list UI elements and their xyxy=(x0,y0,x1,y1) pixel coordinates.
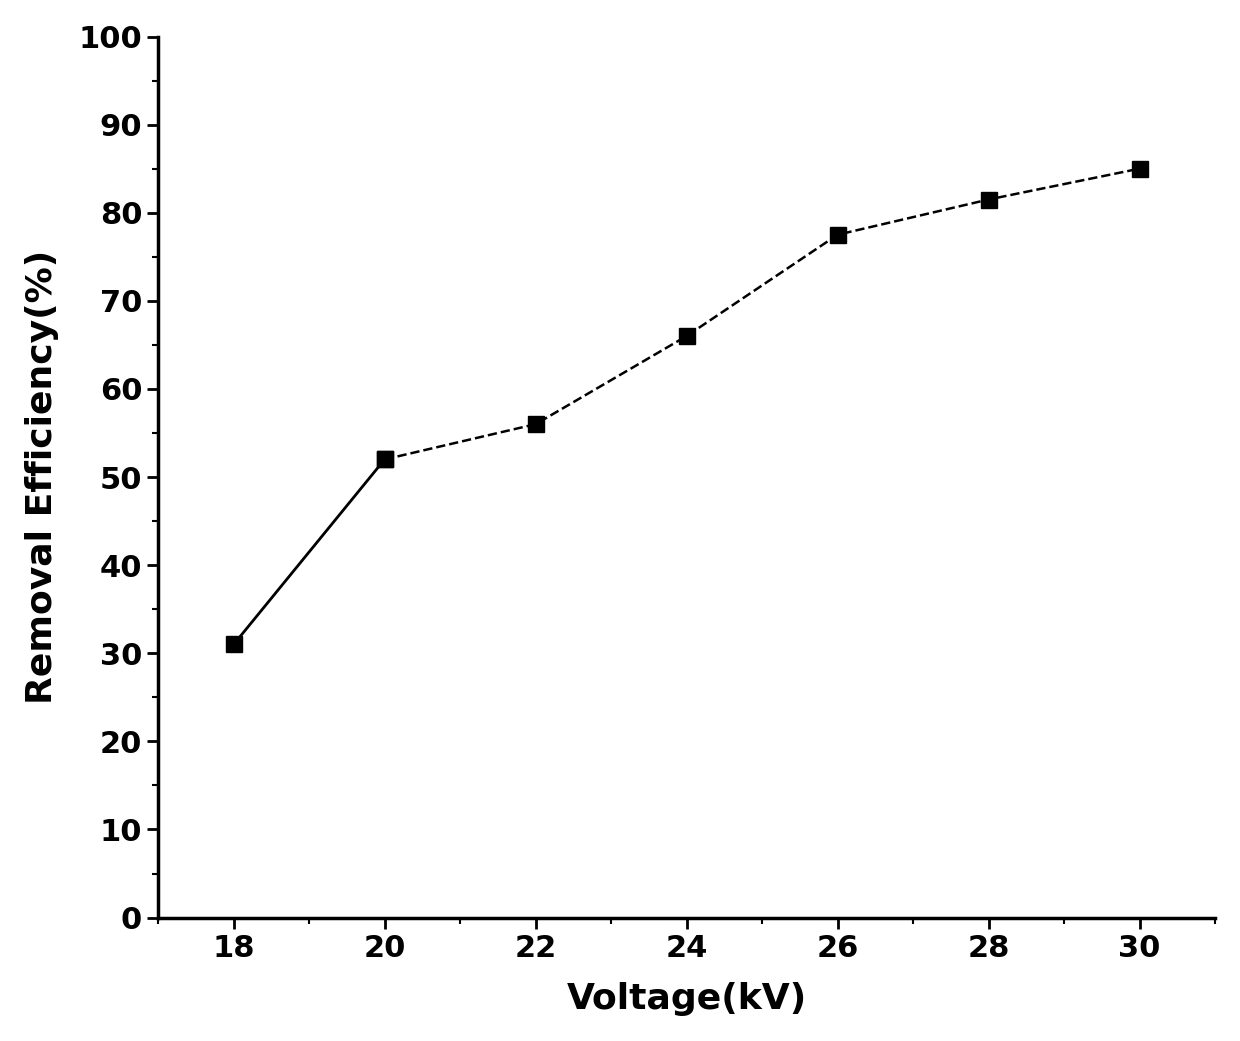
Y-axis label: Removal Efficiency(%): Removal Efficiency(%) xyxy=(25,250,60,704)
X-axis label: Voltage(kV): Voltage(kV) xyxy=(567,982,807,1016)
